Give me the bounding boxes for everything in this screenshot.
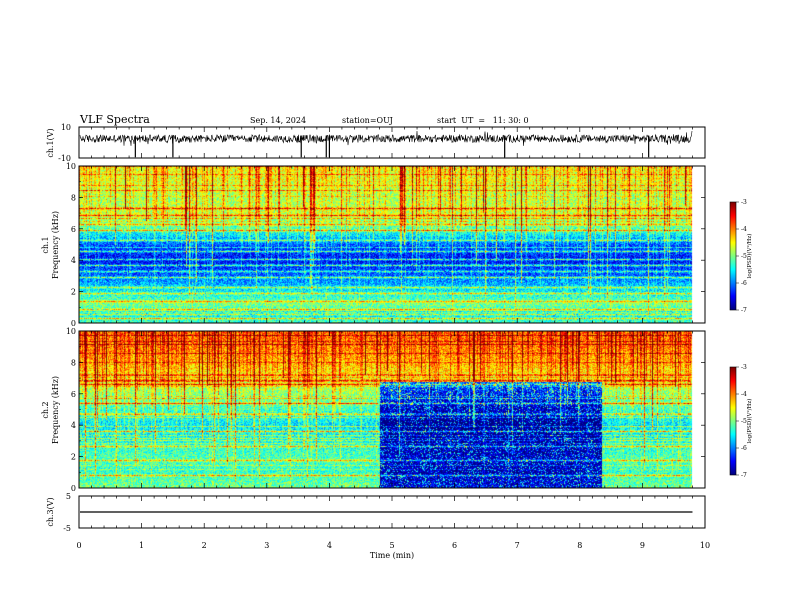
ch2-colorbar-label: log(PSD)(V²/Hz): [746, 399, 753, 444]
ch1-ytick-top: 10: [61, 123, 71, 132]
x-tick-label: 2: [202, 541, 207, 550]
ch1-colorbar-tick-label: -7: [741, 307, 747, 314]
ch1-waveform-trace: [79, 130, 693, 158]
x-tick-label: 3: [264, 541, 269, 550]
x-tick-label: 1: [139, 541, 144, 550]
ch1-spectrogram-ylabel-freq: Frequency (kHz): [51, 211, 60, 279]
x-tick-label: 6: [452, 541, 457, 550]
ch2-spec-ytick-label: 6: [71, 390, 76, 399]
ch1-colorbar-tick-label: -5: [741, 253, 747, 260]
ch2-colorbar-tick-label: -3: [741, 364, 747, 371]
ch2-spec-ytick-label: 10: [66, 327, 76, 336]
ch2-spectrogram-ylabel-freq: Frequency (kHz): [51, 376, 60, 444]
ch1-colorbar-label: log(PSD)(V²/Hz): [746, 234, 753, 279]
ch3-waveform-ylabel: ch.3(V): [46, 497, 55, 526]
ch1-waveform-panel: 10 -10 ch.1(V): [46, 123, 706, 163]
ch1-waveform-frame: [78, 126, 706, 159]
ch1-colorbar-tick-label: -3: [741, 199, 747, 206]
ch1-ytick-bottom: -10: [58, 154, 71, 163]
ch2-colorbar-tick-label: -6: [741, 445, 747, 452]
figure-title: VLF Spectra: [79, 113, 150, 126]
ch1-spectrogram-ylabel-channel: ch.1: [41, 236, 50, 253]
ch2-spec-ytick-label: 0: [71, 484, 76, 493]
ch2-colorbar-tick-label: -5: [741, 418, 747, 425]
ch1-spectrogram-panel: 0 2 4 6 8 10 ch.1 Frequency (kHz): [41, 162, 706, 328]
x-axis-tick-labels: 0 1 2 3 4 5 6 7 8 9 10: [76, 541, 710, 550]
ch2-spectrogram-ylabel-channel: ch.2: [41, 401, 50, 418]
ch1-waveform-ylabel: ch.1(V): [46, 128, 55, 157]
ch2-spec-ytick-label: 8: [71, 358, 76, 367]
ch2-spectrogram-image: [79, 331, 705, 488]
ch1-spec-ytick-label: 10: [66, 162, 76, 171]
ch2-colorbar: -3 -4 -5 -6 -7 log(PSD)(V²/Hz): [729, 364, 753, 479]
ch2-colorbar-gradient: [730, 367, 736, 475]
ch1-spec-ytick-label: 2: [71, 288, 76, 297]
ch3-ytick-bottom: -5: [63, 524, 71, 533]
x-tick-label: 7: [515, 541, 520, 550]
ch1-colorbar: -3 -4 -5 -6 -7 log(PSD)(V²/Hz): [729, 199, 753, 314]
ch2-spectrogram-panel: 0 2 4 6 8 10 ch.2 Frequency (kHz): [41, 327, 706, 493]
x-tick-label: 4: [327, 541, 332, 550]
ch1-spec-ytick-label: 8: [71, 193, 76, 202]
ch3-ytick-top: 5: [66, 492, 71, 501]
ch1-spec-ytick-label: 4: [71, 256, 76, 265]
x-tick-label: 8: [577, 541, 582, 550]
x-tick-label: 10: [700, 541, 710, 550]
x-axis-label: Time (min): [370, 551, 414, 560]
ch1-colorbar-gradient: [730, 202, 736, 310]
ch2-colorbar-tick-label: -7: [741, 472, 747, 479]
figure-start-time: start UT = 11: 30: 0: [437, 116, 529, 125]
ch2-spec-ytick-label: 2: [71, 453, 76, 462]
ch3-waveform-panel: 5 -5 ch.3(V): [46, 492, 706, 533]
ch2-colorbar-tick-label: -4: [741, 391, 747, 398]
x-tick-label: 0: [76, 541, 81, 550]
ch1-waveform-line: [79, 130, 693, 146]
ch1-spec-ytick-label: 0: [71, 319, 76, 328]
ch1-colorbar-tick-label: -4: [741, 226, 747, 233]
ch1-spec-ytick-label: 6: [71, 225, 76, 234]
figure-station: station=OUJ: [342, 116, 393, 125]
x-tick-label: 5: [389, 541, 394, 550]
ch1-spectrogram-image: [79, 166, 705, 323]
x-tick-label: 9: [640, 541, 645, 550]
figure-date: Sep. 14, 2024: [250, 116, 306, 125]
ch3-waveform-frame: [78, 495, 706, 529]
ch1-colorbar-tick-label: -6: [741, 280, 747, 287]
ch2-spec-ytick-label: 4: [71, 421, 76, 430]
